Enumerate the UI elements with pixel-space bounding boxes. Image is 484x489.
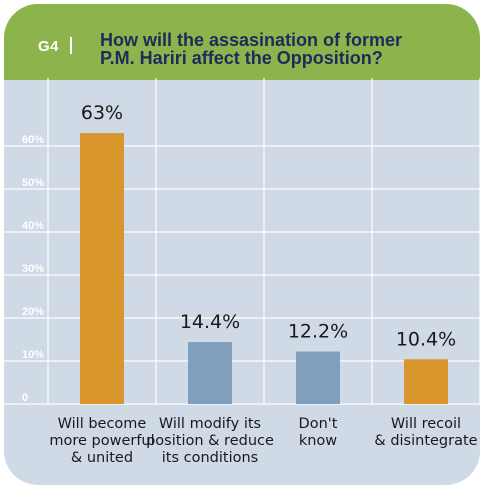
chart-title-line-2: P.M. Hariri affect the Opposition? [100,48,383,68]
y-tick-label: 50% [22,177,44,189]
y-tick-label: 30% [22,263,44,275]
y-tick-label: 40% [22,220,44,232]
figure-label-separator [70,37,72,54]
chart-title-line-1: How will the assasination of former [100,30,403,50]
bar [296,351,340,404]
figure-label: G4 [38,38,60,55]
y-tick-label: 0 [22,392,28,404]
y-tick-label: 60% [22,134,44,146]
y-tick-label: 20% [22,306,44,318]
chart-title: How will the assasination of former P.M.… [100,31,470,67]
bar [404,359,448,404]
bar-value-label: 12.2% [288,321,348,343]
bar [188,342,232,404]
x-category-label: Don't [299,416,338,432]
x-category-label: its conditions [162,450,258,466]
x-category-label: Will become [58,416,147,432]
x-category-label: & disintegrate [374,433,477,449]
bar-value-label: 63% [81,102,123,124]
x-category-label: & united [71,450,133,466]
bar-value-label: 10.4% [396,328,456,350]
bar-value-label: 14.4% [180,311,240,333]
chart-header: G4 How will the assasination of former P… [4,4,480,80]
x-category-label: Will modify its [159,416,261,432]
y-tick-label: 10% [22,349,44,361]
x-category-label: more powerful [49,433,154,449]
x-category-label: know [299,433,337,449]
x-category-label: position & reduce [146,433,274,449]
x-category-label: Will recoil [391,416,461,432]
bar [80,133,124,404]
